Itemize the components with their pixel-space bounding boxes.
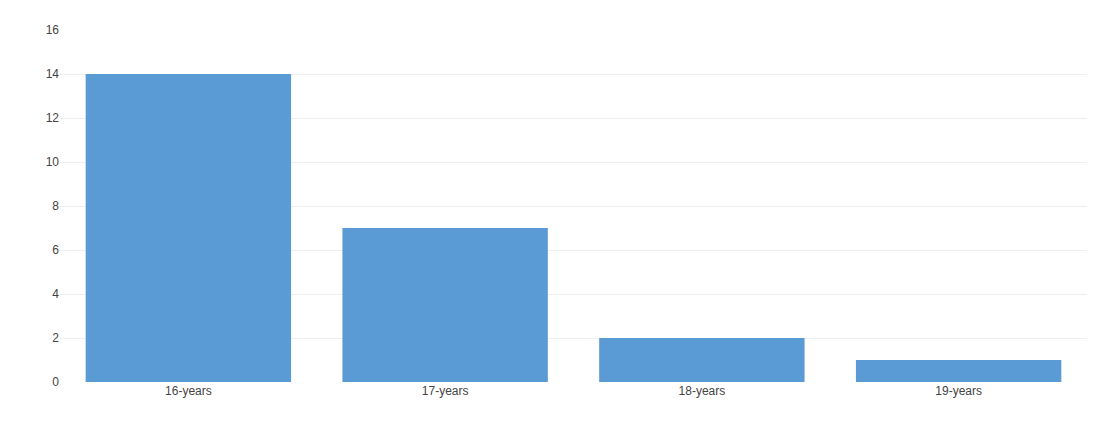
svg-text:0: 0 [52, 375, 59, 389]
svg-text:16: 16 [46, 23, 60, 37]
svg-text:10: 10 [46, 155, 60, 169]
svg-text:19-years: 19-years [935, 384, 982, 398]
svg-text:16-years: 16-years [165, 384, 212, 398]
svg-text:17-years: 17-years [422, 384, 469, 398]
svg-text:18-years: 18-years [679, 384, 726, 398]
svg-text:8: 8 [52, 199, 59, 213]
svg-text:12: 12 [46, 111, 60, 125]
svg-text:2: 2 [52, 331, 59, 345]
svg-text:4: 4 [52, 287, 59, 301]
svg-text:6: 6 [52, 243, 59, 257]
svg-text:14: 14 [46, 67, 60, 81]
